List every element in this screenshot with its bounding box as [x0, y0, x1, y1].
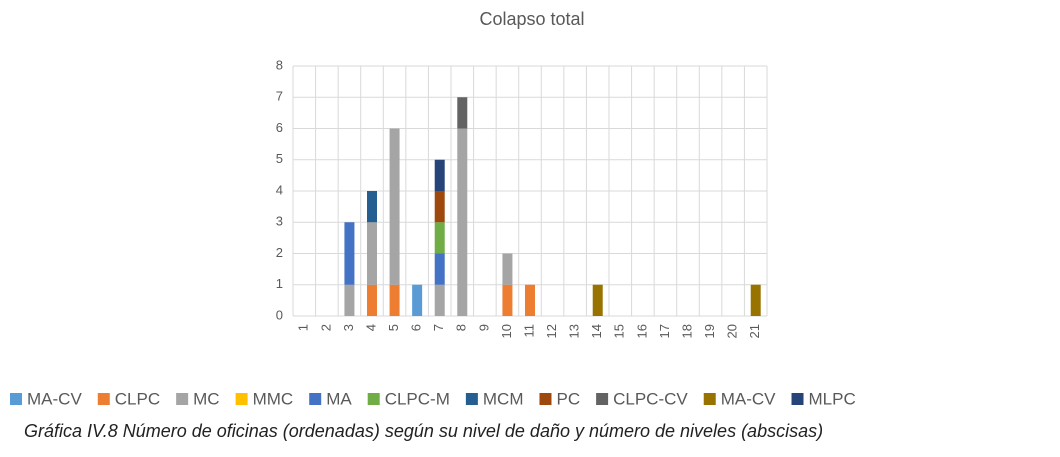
legend-label: CLPC-CV: [613, 389, 688, 408]
x-tick-label: 15: [612, 324, 627, 338]
bar-segment: [525, 284, 535, 316]
caption: Gráfica IV.8 Número de oficinas (ordenad…: [24, 421, 823, 441]
bar-segment: [412, 284, 423, 316]
x-tick-label: 17: [657, 324, 672, 338]
bar-segment: [367, 191, 377, 223]
x-tick-label: 10: [499, 324, 514, 338]
x-tick-label: 3: [341, 324, 356, 331]
x-tick-label: 4: [363, 324, 378, 331]
y-tick-label: 8: [276, 57, 283, 72]
legend-marker: [367, 393, 380, 405]
legend-marker: [235, 393, 248, 405]
bar-segment: [457, 128, 468, 316]
bar-segment: [389, 128, 400, 285]
x-tick-label: 18: [679, 324, 694, 338]
bar-segment: [367, 222, 377, 285]
legend-marker: [10, 393, 22, 405]
x-tick-label: 2: [318, 324, 333, 331]
x-tick-label: 6: [409, 324, 424, 331]
x-tick-label: 16: [634, 324, 649, 338]
legend-label: PC: [556, 389, 580, 408]
legend-marker: [791, 393, 804, 405]
y-tick-label: 2: [276, 245, 283, 260]
bar-segment: [434, 159, 445, 191]
bar-segment: [592, 284, 603, 316]
x-tick-label: 7: [431, 324, 446, 331]
bar-segment: [434, 253, 445, 285]
bar-segment: [457, 97, 468, 129]
x-tick-label: 12: [544, 324, 559, 338]
y-tick-label: 5: [276, 151, 283, 166]
chart-title: Colapso total: [479, 9, 584, 29]
y-tick-label: 1: [276, 276, 283, 291]
legend-marker: [97, 393, 110, 405]
bar-segment: [434, 191, 445, 223]
legend-label: MCM: [483, 389, 524, 408]
legend-label: MMC: [253, 389, 294, 408]
legend-marker: [309, 393, 322, 405]
legend-marker: [703, 393, 716, 405]
legend-label: CLPC: [115, 389, 160, 408]
bar-segment: [344, 222, 355, 285]
legend-marker: [539, 393, 552, 405]
bar-segment: [434, 222, 445, 254]
legend-label: MC: [193, 389, 219, 408]
legend-label: CLPC-M: [385, 389, 450, 408]
x-tick-label: 14: [589, 324, 604, 338]
legend-label: MA-CV: [27, 389, 82, 408]
bar-segment: [389, 284, 400, 316]
legend-label: MA: [326, 389, 352, 408]
x-tick-label: 11: [521, 324, 536, 338]
legend-label: MA-CV: [721, 389, 776, 408]
x-tick-label: 8: [454, 324, 469, 331]
bar-segment: [502, 284, 513, 316]
y-tick-label: 4: [276, 182, 283, 197]
legend-marker: [596, 393, 609, 405]
bar-segment: [344, 284, 355, 316]
y-tick-label: 6: [276, 120, 283, 135]
y-tick-label: 7: [276, 89, 283, 104]
bar-segment: [502, 253, 513, 285]
y-tick-label: 3: [276, 214, 283, 229]
legend-label: MLPC: [809, 389, 856, 408]
x-tick-label: 13: [567, 324, 582, 338]
y-tick-label: 0: [276, 307, 283, 322]
x-tick-label: 9: [476, 324, 491, 331]
x-tick-label: 1: [296, 324, 311, 331]
x-tick-label: 5: [386, 324, 401, 331]
x-tick-label: 20: [725, 324, 740, 338]
bar-segment: [750, 284, 761, 316]
legend-marker: [176, 393, 189, 405]
bar-segment: [367, 284, 377, 316]
bar-segment: [434, 284, 445, 316]
x-tick-label: 21: [747, 324, 762, 338]
legend-marker: [465, 393, 478, 405]
x-tick-label: 19: [702, 324, 717, 338]
